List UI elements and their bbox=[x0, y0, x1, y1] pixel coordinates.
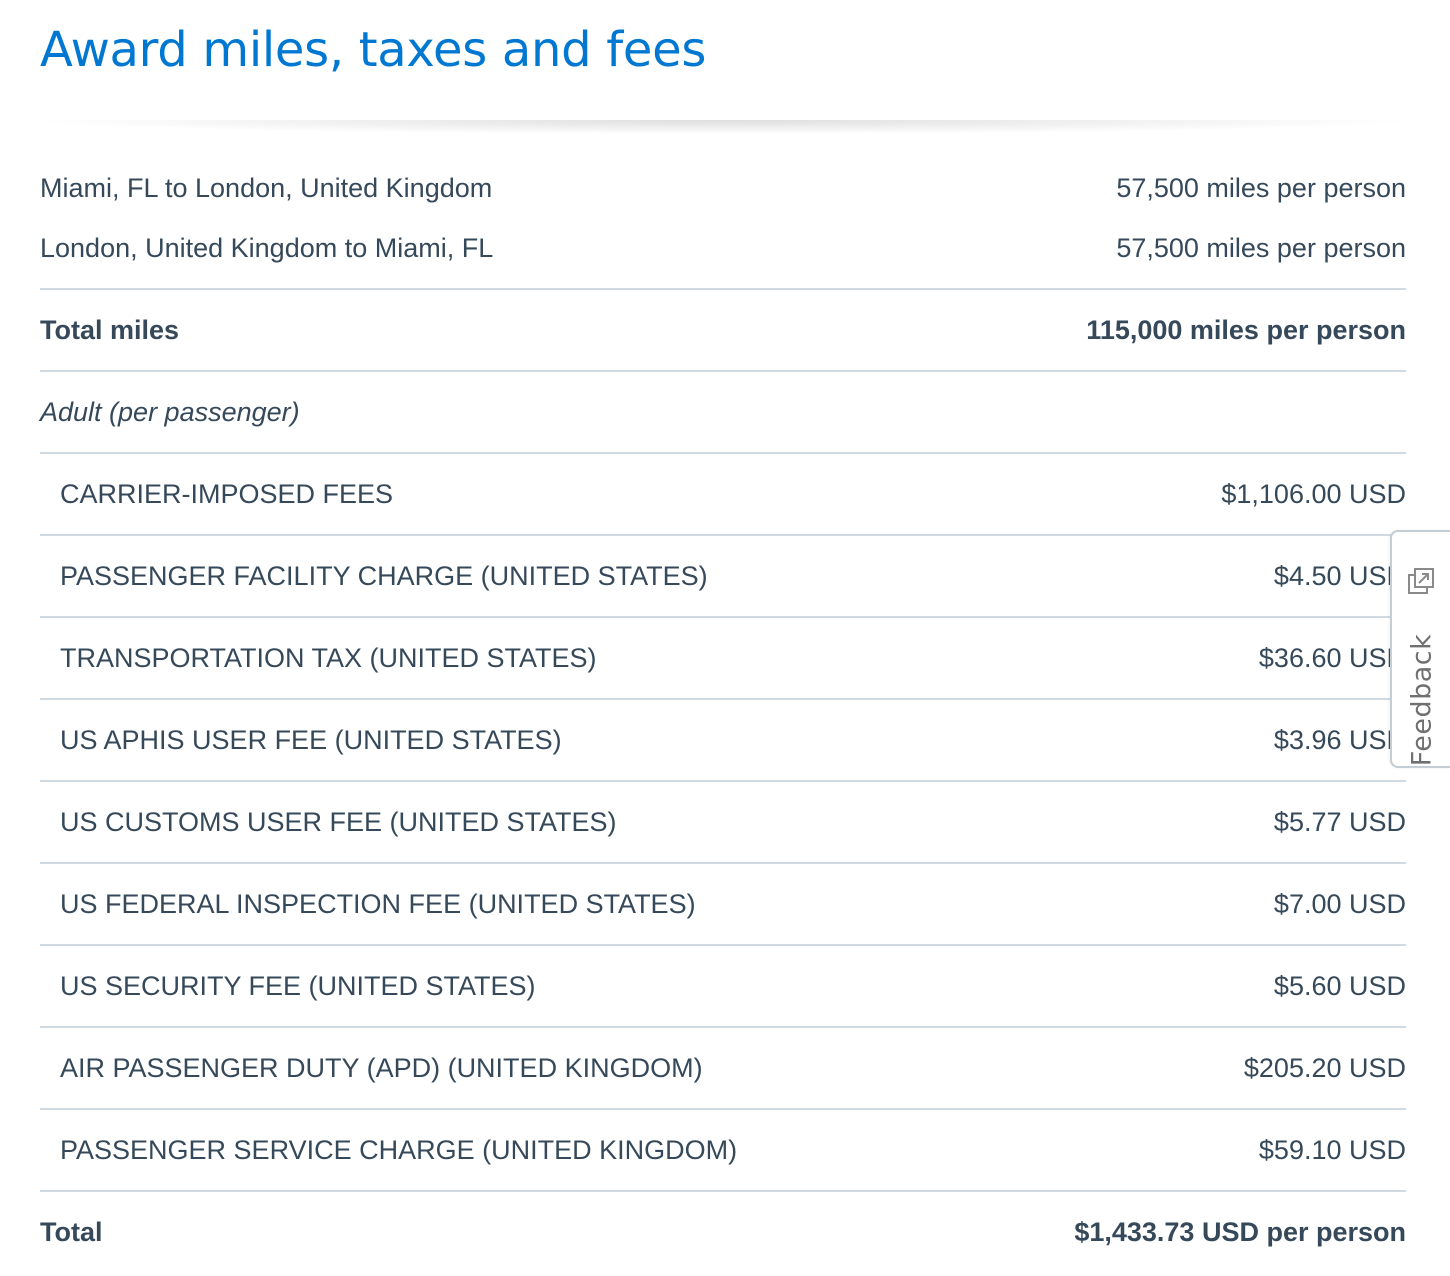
total-miles-value: 115,000 miles per person bbox=[1086, 314, 1406, 345]
external-link-icon bbox=[1408, 568, 1434, 594]
segment-route: Miami, FL to London, United Kingdom bbox=[40, 172, 493, 203]
fee-name: PASSENGER SERVICE CHARGE (UNITED KINGDOM… bbox=[60, 1134, 738, 1165]
feedback-button[interactable]: Feedback bbox=[1390, 530, 1450, 768]
fee-amount: $205.20 USD bbox=[1243, 1052, 1406, 1083]
fee-row: CARRIER-IMPOSED FEES $1,106.00 USD bbox=[40, 454, 1406, 536]
segment-miles: 57,500 miles per person bbox=[1116, 172, 1406, 203]
page-title: Award miles, taxes and fees bbox=[40, 22, 707, 78]
fee-name: US FEDERAL INSPECTION FEE (UNITED STATES… bbox=[60, 888, 696, 919]
fee-row: AIR PASSENGER DUTY (APD) (UNITED KINGDOM… bbox=[40, 1028, 1406, 1110]
fee-amount: $1,106.00 USD bbox=[1221, 478, 1406, 509]
total-label: Total bbox=[40, 1216, 103, 1247]
fee-row: US APHIS USER FEE (UNITED STATES) $3.96 … bbox=[40, 700, 1406, 782]
fee-row: US CUSTOMS USER FEE (UNITED STATES) $5.7… bbox=[40, 782, 1406, 864]
fee-name: AIR PASSENGER DUTY (APD) (UNITED KINGDOM… bbox=[60, 1052, 703, 1083]
segment-miles: 57,500 miles per person bbox=[1116, 232, 1406, 263]
fee-amount: $4.50 USD bbox=[1273, 560, 1406, 591]
total-row: Total $1,433.73 USD per person bbox=[40, 1192, 1406, 1272]
fee-name: US APHIS USER FEE (UNITED STATES) bbox=[60, 724, 562, 755]
segment-row: London, United Kingdom to Miami, FL 57,5… bbox=[40, 218, 1406, 278]
fee-amount: $5.60 USD bbox=[1273, 970, 1406, 1001]
fee-amount: $36.60 USD bbox=[1258, 642, 1406, 673]
fee-amount: $7.00 USD bbox=[1273, 888, 1406, 919]
total-miles-row: Total miles 115,000 miles per person bbox=[40, 290, 1406, 372]
fee-row: TRANSPORTATION TAX (UNITED STATES) $36.6… bbox=[40, 618, 1406, 700]
fee-row: US FEDERAL INSPECTION FEE (UNITED STATES… bbox=[40, 864, 1406, 946]
segment-list: Miami, FL to London, United Kingdom 57,5… bbox=[40, 158, 1406, 290]
fee-name: US SECURITY FEE (UNITED STATES) bbox=[60, 970, 536, 1001]
total-miles-label: Total miles bbox=[40, 314, 180, 345]
fee-row: PASSENGER FACILITY CHARGE (UNITED STATES… bbox=[40, 536, 1406, 618]
segment-route: London, United Kingdom to Miami, FL bbox=[40, 232, 494, 263]
fee-row: US SECURITY FEE (UNITED STATES) $5.60 US… bbox=[40, 946, 1406, 1028]
fee-name: US CUSTOMS USER FEE (UNITED STATES) bbox=[60, 806, 617, 837]
fee-row: PASSENGER SERVICE CHARGE (UNITED KINGDOM… bbox=[40, 1110, 1406, 1192]
price-summary: Miami, FL to London, United Kingdom 57,5… bbox=[40, 158, 1406, 1272]
header-divider bbox=[40, 120, 1406, 134]
fee-name: CARRIER-IMPOSED FEES bbox=[60, 478, 394, 509]
fee-amount: $5.77 USD bbox=[1273, 806, 1406, 837]
segment-row: Miami, FL to London, United Kingdom 57,5… bbox=[40, 158, 1406, 218]
feedback-label: Feedback bbox=[1406, 633, 1438, 767]
total-value: $1,433.73 USD per person bbox=[1074, 1216, 1406, 1247]
passenger-type-label: Adult (per passenger) bbox=[40, 396, 300, 427]
fee-amount: $3.96 USD bbox=[1273, 724, 1406, 755]
fee-amount: $59.10 USD bbox=[1258, 1134, 1406, 1165]
fee-name: TRANSPORTATION TAX (UNITED STATES) bbox=[60, 642, 597, 673]
passenger-type-row: Adult (per passenger) bbox=[40, 372, 1406, 454]
fee-name: PASSENGER FACILITY CHARGE (UNITED STATES… bbox=[60, 560, 708, 591]
